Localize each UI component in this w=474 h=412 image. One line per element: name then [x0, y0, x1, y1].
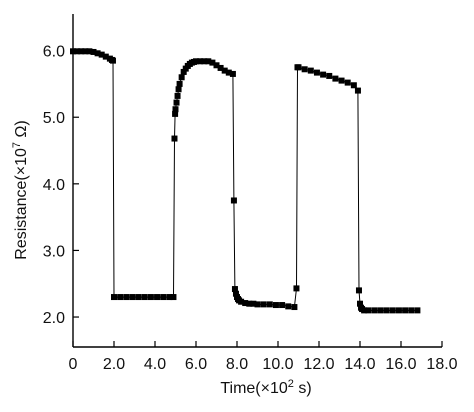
data-point	[338, 77, 345, 84]
data-point	[231, 286, 238, 293]
data-point	[232, 290, 239, 297]
data-point	[193, 58, 199, 65]
data-point	[176, 80, 183, 87]
data-point	[279, 302, 286, 309]
data-point	[172, 106, 179, 113]
data-point	[355, 287, 362, 294]
plot-area	[70, 48, 421, 314]
data-point	[326, 72, 333, 79]
y-tick-label: 6.0	[43, 44, 65, 61]
x-tick-label: 2.0	[103, 356, 125, 373]
data-point	[377, 307, 384, 314]
data-point	[175, 86, 182, 93]
y-axis-title: Resistance(×107 Ω)	[11, 120, 30, 259]
data-point	[246, 300, 253, 307]
data-point	[402, 307, 409, 314]
data-point	[111, 294, 117, 301]
data-point	[285, 303, 292, 310]
data-point	[371, 307, 378, 314]
data-point	[94, 50, 101, 57]
data-point	[250, 300, 257, 307]
data-point	[135, 294, 142, 301]
data-point	[344, 79, 351, 86]
data-point	[260, 301, 267, 308]
x-tick-label: 18.0	[426, 356, 457, 373]
data-point	[242, 300, 249, 307]
data-point	[90, 48, 97, 55]
x-tick-label: 8.0	[226, 356, 248, 373]
data-point	[389, 307, 396, 314]
data-point	[171, 135, 178, 142]
data-point	[354, 87, 361, 94]
data-point	[272, 302, 279, 309]
y-tick-label: 4.0	[43, 177, 65, 194]
data-point	[293, 285, 300, 292]
data-point	[217, 64, 224, 71]
x-tick-label: 12.0	[303, 356, 334, 373]
data-point	[82, 48, 89, 55]
data-point	[78, 48, 85, 55]
data-point	[238, 298, 245, 305]
data-point	[147, 294, 154, 301]
data-point	[160, 294, 167, 301]
data-point	[172, 110, 179, 117]
data-point	[205, 58, 212, 65]
data-point	[141, 294, 148, 301]
x-tick-label: 6.0	[185, 356, 207, 373]
data-point	[123, 294, 130, 301]
x-axis-title: Time(×102 s)	[220, 378, 311, 397]
y-tick-label: 2.0	[43, 310, 65, 327]
data-point	[307, 67, 314, 74]
data-point	[170, 294, 177, 301]
data-point	[109, 57, 116, 64]
data-point	[361, 307, 368, 314]
data-point	[166, 294, 173, 301]
data-point	[178, 74, 185, 81]
data-point	[357, 300, 363, 307]
data-point	[213, 62, 220, 69]
data-point	[229, 70, 236, 77]
y-tick-label: 5.0	[43, 110, 65, 127]
data-point	[395, 307, 402, 314]
data-point	[254, 301, 261, 308]
data-point	[295, 64, 302, 71]
x-tick-label: 10.0	[262, 356, 293, 373]
x-tick-label: 14.0	[344, 356, 375, 373]
data-point	[365, 307, 372, 314]
data-point	[129, 294, 136, 301]
axes	[72, 14, 442, 348]
data-point	[154, 294, 161, 301]
data-point	[117, 294, 124, 301]
data-point	[173, 99, 180, 106]
data-point	[383, 307, 390, 314]
data-point	[350, 82, 357, 89]
data-point	[102, 53, 109, 60]
data-point	[197, 58, 204, 65]
data-point	[408, 307, 415, 314]
data-point	[266, 301, 273, 308]
ticks: 0 2.0 4.0 6.0 8.0 10.0 12.0 14.0 16.0 18.0 2.0 3.0 4…	[43, 44, 458, 373]
y-tick-label: 3.0	[43, 243, 65, 260]
data-series-line	[73, 50, 418, 311]
data-point	[86, 48, 93, 55]
data-point	[225, 69, 232, 76]
data-point	[230, 197, 237, 204]
data-point	[174, 92, 181, 99]
x-tick-label: 0	[69, 356, 78, 373]
data-point	[74, 48, 81, 55]
data-point	[414, 307, 421, 314]
data-point	[291, 304, 298, 311]
data-point	[301, 66, 308, 73]
data-point	[320, 71, 327, 78]
data-point	[180, 68, 187, 75]
data-point	[221, 67, 228, 74]
data-point	[201, 58, 208, 65]
data-point	[209, 59, 216, 66]
data-point	[313, 69, 320, 76]
x-tick-label: 16.0	[385, 356, 416, 373]
data-point	[98, 51, 105, 58]
data-point	[332, 75, 339, 82]
x-tick-label: 4.0	[144, 356, 166, 373]
